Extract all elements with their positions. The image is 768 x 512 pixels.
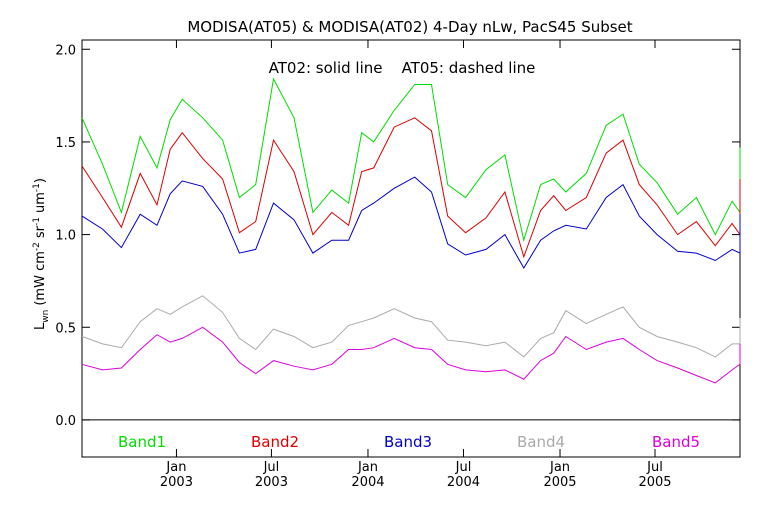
series-group [81,77,741,384]
series-line-band2 [81,117,741,259]
legend-label-band5: Band5 [652,433,700,451]
y-axis-label: Lwn(mW cm-2sr-1um-1) [32,178,51,330]
x-tick-month: Jul [263,460,280,475]
y-label-sub: wn [41,310,51,323]
series-line-band4 [81,295,741,358]
chart-annotation: AT02: solid line AT05: dashed line [269,59,536,77]
svg-text:Lwn(mW cm-2sr-1um-1): Lwn(mW cm-2sr-1um-1) [32,178,51,330]
y-tick-label: 0.0 [55,414,76,429]
x-tick-year: 2005 [638,475,671,490]
x-tick-month: Jan [165,460,186,475]
y-tick-label: 0.5 [55,321,76,336]
legend-label-band1: Band1 [118,433,166,451]
y-label-sup1: -2 [32,242,42,251]
x-tick-year: 2004 [447,475,480,490]
x-tick-month: Jul [646,460,663,475]
x-tick-year: 2003 [160,475,193,490]
y-tick-label: 1.0 [55,229,76,244]
x-axis: Jan2003Jul2003Jan2004Jul2004Jan2005Jul20… [160,40,672,490]
series-line-band3 [81,176,741,269]
legend-label-band3: Band3 [384,433,432,451]
x-tick-month: Jul [455,460,472,475]
y-label-um: um [33,192,48,213]
x-tick-year: 2003 [255,475,288,490]
x-tick-year: 2005 [543,475,576,490]
y-axis: 0.0 0.5 1.0 1.5 2.0 [55,43,740,429]
series-line-band1 [81,77,741,243]
legend-label-band4: Band4 [517,433,565,451]
y-label-sup2: -1 [32,217,42,226]
y-label-close: ) [33,178,48,183]
y-label-sr: sr [33,225,48,238]
x-tick-month: Jan [549,460,570,475]
legend-label-band2: Band2 [251,433,299,451]
y-label-main: L [33,322,48,330]
x-tick-year: 2004 [351,475,384,490]
y-tick-label: 1.5 [55,136,76,151]
y-tick-label: 2.0 [55,43,76,58]
series-line-band5 [81,326,741,384]
y-label-sup3: -1 [32,183,42,192]
y-label-rest: (mW cm [33,251,48,306]
chart-title: MODISA(AT05) & MODISA(AT02) 4-Day nLw, P… [187,18,632,36]
x-tick-month: Jan [357,460,378,475]
legend: Band1 Band2 Band3 Band4 Band5 [118,433,700,451]
